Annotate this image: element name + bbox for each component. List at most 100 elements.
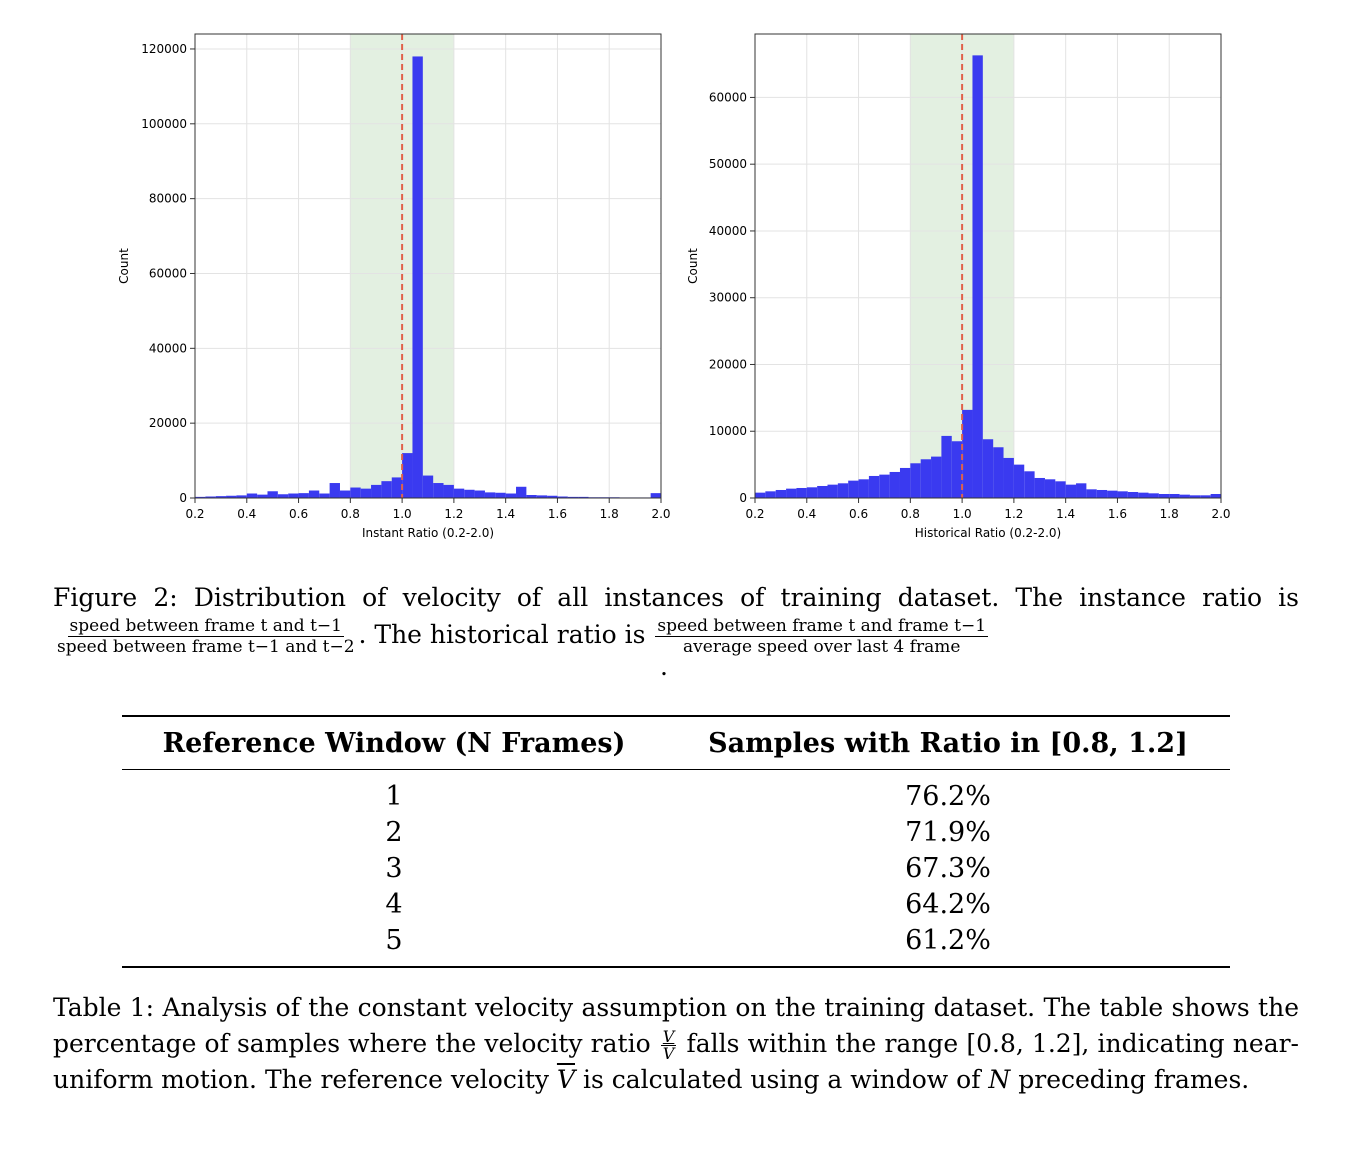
- instant-bar: [547, 495, 558, 498]
- historical-bar: [1086, 489, 1097, 498]
- historical-bar: [931, 456, 942, 498]
- instant-bar: [267, 491, 278, 498]
- instant-bar: [381, 481, 392, 498]
- instant-bar: [339, 490, 351, 498]
- figure-2: 0.2 0.4 0.6 0.8 1.0 1.2 1.4 1.6 1.8 2.0 0 20000 4000…: [0, 0, 1356, 560]
- historical-x-tick-label: 0.8: [901, 507, 920, 521]
- instant-bar: [215, 496, 227, 498]
- instant-x-tick-label: 0.8: [341, 507, 360, 521]
- historical-bar: [806, 487, 818, 498]
- historical-bar: [1200, 495, 1211, 498]
- instant-bar: [246, 493, 258, 498]
- instant-y-axis-label: Count: [117, 248, 131, 284]
- historical-x-tick-label: 0.2: [745, 507, 764, 521]
- historical-bar: [889, 471, 900, 498]
- instant-y-tick-label: 100000: [141, 117, 187, 131]
- historical-bar: [920, 459, 932, 498]
- historical-bar: [941, 435, 952, 498]
- instant-bar: [402, 453, 413, 498]
- instant-bar: [557, 496, 568, 498]
- historical-x-tick-label: 1.8: [1160, 507, 1179, 521]
- historical-x-tick-label: 1.4: [1056, 507, 1075, 521]
- table-cell-window: 3: [385, 852, 403, 884]
- historical-bar: [1096, 489, 1108, 498]
- instant-bar: [495, 492, 506, 498]
- instant-bar: [298, 493, 309, 498]
- historical-bar: [1107, 490, 1118, 498]
- velocity-ratio-fraction: V V: [660, 1027, 677, 1062]
- instant-ratio-denominator: speed between frame t−1 and t−2: [57, 637, 355, 657]
- instant-x-tick-label: 1.0: [393, 507, 412, 521]
- table-header-window: Reference Window (N Frames): [162, 727, 626, 759]
- historical-x-tick-label: 2.0: [1211, 507, 1230, 521]
- table-row: 4 64.2%: [122, 886, 1230, 922]
- table-cell-samples: 76.2%: [905, 780, 991, 812]
- historical-bar: [1148, 493, 1159, 498]
- instant-y-tick-label: 60000: [149, 266, 187, 280]
- historical-bar: [817, 485, 828, 498]
- historical-x-tick-label: 0.6: [849, 507, 868, 521]
- table-row: 5 61.2%: [122, 922, 1230, 967]
- table-cell-window: 4: [385, 888, 403, 920]
- historical-y-tick-label: 30000: [709, 291, 747, 305]
- historical-ratio-histogram: 0.2 0.4 0.6 0.8 1.0 1.2 1.4 1.6 1.8 2.0 0 10000 2000…: [686, 33, 1231, 540]
- reference-velocity-symbol: V: [556, 1065, 575, 1094]
- instant-x-tick-label: 1.8: [600, 507, 619, 521]
- table-caption-part2: falls within the range [0.8, 1.2], indic…: [53, 1029, 1299, 1094]
- historical-bar: [1189, 495, 1201, 498]
- velocity-ratio-numerator: V: [660, 1027, 677, 1046]
- instant-bar: [391, 477, 403, 498]
- table-cell-window: 5: [385, 924, 403, 956]
- historical-bar: [879, 474, 890, 498]
- instant-ratio-fraction: speed between frame t and t−1 speed betw…: [55, 616, 357, 657]
- table-cell-samples: 67.3%: [905, 852, 991, 884]
- figure-caption-trail: .: [660, 652, 668, 681]
- table-cell-window: 2: [385, 816, 403, 848]
- historical-bar: [1169, 493, 1180, 498]
- table-row: 3 67.3%: [122, 850, 1230, 886]
- instant-bar: [578, 496, 589, 498]
- historical-bar: [1179, 494, 1190, 498]
- instant-bar: [257, 494, 268, 498]
- instant-bar: [350, 487, 361, 498]
- instant-bar: [474, 490, 485, 498]
- table-row: 2 71.9%: [122, 814, 1230, 850]
- historical-bar: [910, 463, 921, 498]
- historical-bar: [951, 441, 963, 498]
- instant-bar: [319, 493, 330, 498]
- instant-bar: [443, 484, 454, 498]
- historical-bar: [837, 483, 849, 498]
- instant-bar: [360, 488, 372, 498]
- historical-bar: [1076, 483, 1087, 498]
- historical-bar: [1210, 493, 1221, 498]
- historical-bar: [796, 487, 807, 498]
- historical-y-tick-label: 40000: [709, 224, 747, 238]
- instant-ratio-histogram: 0.2 0.4 0.6 0.8 1.0 1.2 1.4 1.6 1.8 2.0 0 20000 4000…: [117, 33, 671, 540]
- instant-bar: [505, 493, 517, 498]
- historical-bar: [962, 409, 973, 498]
- historical-bar: [1138, 492, 1149, 498]
- historical-y-tick-label: 60000: [709, 90, 747, 104]
- instant-bar: [205, 496, 216, 498]
- window-size-symbol: N: [988, 1065, 1011, 1094]
- instant-bar: [195, 496, 206, 498]
- historical-bar: [1044, 479, 1056, 498]
- table-caption-part1: Table 1: Analysis of the constant veloci…: [53, 993, 1299, 1058]
- instant-bar: [422, 475, 434, 498]
- instant-bar: [536, 495, 548, 498]
- instant-y-tick-label: 120000: [141, 42, 187, 56]
- historical-bar: [868, 475, 880, 498]
- figure-caption: Figure 2: Distribution of velocity of al…: [53, 580, 1299, 657]
- historical-x-tick-label: 1.2: [1004, 507, 1023, 521]
- instant-bar: [329, 483, 340, 498]
- historical-ratio-fraction: speed between frame t and frame t−1 aver…: [655, 616, 989, 657]
- historical-x-axis-label: Historical Ratio (0.2-2.0): [915, 526, 1062, 540]
- table-cell-window: 1: [385, 780, 403, 812]
- instant-bar: [650, 493, 661, 498]
- instant-plot-frame: [194, 33, 662, 499]
- historical-bar: [1127, 491, 1139, 498]
- instant-ratio-numerator: speed between frame t and t−1: [67, 616, 344, 637]
- instant-bar: [567, 496, 579, 498]
- results-table: Reference Window (N Frames) Samples with…: [122, 715, 1230, 968]
- historical-bar: [1055, 481, 1066, 498]
